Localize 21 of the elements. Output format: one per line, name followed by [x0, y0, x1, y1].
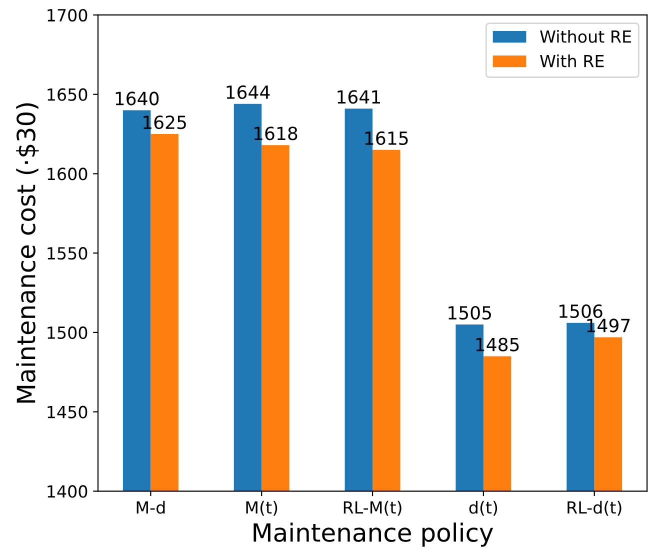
x-axis-title: Maintenance policy	[254, 522, 494, 547]
x-tick-label: M-d	[136, 500, 165, 514]
y-tick-label: 1400	[48, 485, 88, 498]
y-tick-label: 1650	[48, 88, 88, 101]
y-tick-label: 1450	[48, 406, 88, 418]
y-tick-label: 1500	[48, 326, 88, 340]
legend-label: Without RE	[540, 30, 631, 43]
data-label: 1641	[338, 90, 380, 104]
x-tick-label: d(t)	[469, 500, 498, 516]
y-tick-label: 1600	[48, 168, 88, 180]
y-tick-label: 1550	[48, 247, 88, 260]
data-label: 1505	[448, 306, 491, 320]
data-label: 1644	[226, 85, 270, 99]
data-label: 1640	[116, 92, 159, 106]
legend-label: With RE	[540, 54, 604, 68]
x-tick-label: M(t)	[246, 500, 278, 516]
y-tick-label: 1700	[48, 8, 88, 22]
data-label: 1506	[560, 304, 602, 318]
x-tick-label: RL-d(t)	[568, 500, 622, 516]
x-tick-label: RL-M(t)	[344, 500, 402, 516]
y-axis-title: Maintenance cost (·$30)	[16, 103, 39, 403]
